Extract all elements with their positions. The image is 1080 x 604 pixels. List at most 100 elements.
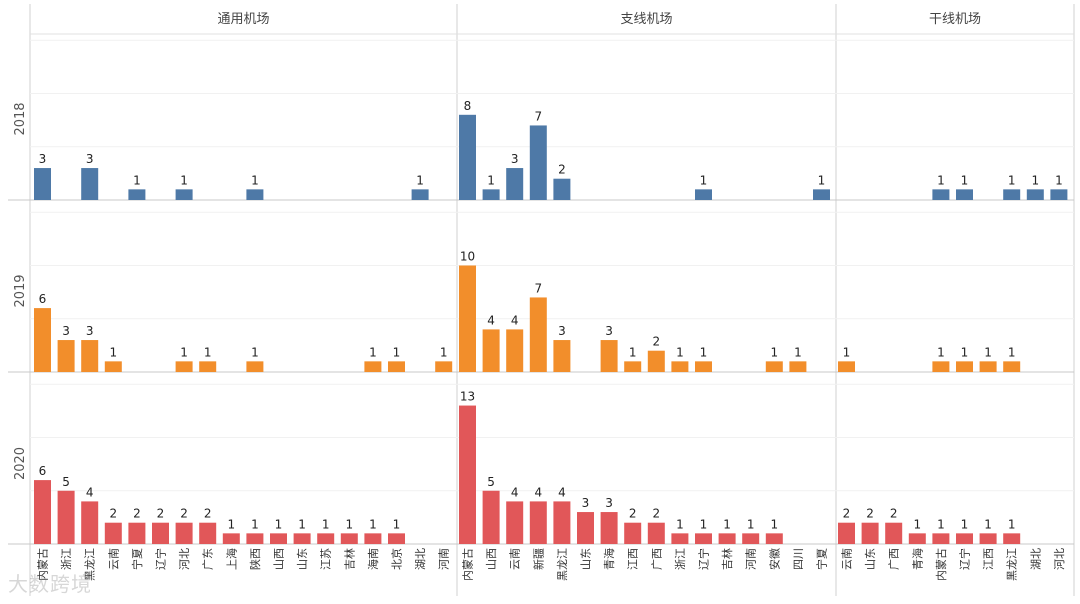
bar (932, 189, 950, 200)
category-tick-label: 陕西 (248, 548, 262, 570)
bar (956, 361, 973, 372)
bar (789, 361, 807, 372)
value-label: 3 (582, 496, 590, 510)
bar (81, 340, 99, 372)
bar (175, 522, 193, 544)
bar (529, 125, 547, 200)
value-label: 2 (109, 507, 117, 521)
bar (128, 189, 146, 200)
value-label: 1 (275, 517, 283, 531)
value-label: 1 (676, 517, 684, 531)
category-tick-label: 湖北 (414, 548, 427, 570)
category-tick-label: 云南 (107, 548, 120, 570)
category-tick-label: 山东 (580, 548, 593, 570)
bar (695, 189, 712, 200)
value-label: 1 (251, 173, 259, 187)
bar (956, 189, 973, 200)
value-label: 1 (961, 517, 969, 531)
column-header-0: 通用机场 (217, 12, 269, 27)
value-label: 2 (180, 507, 188, 521)
value-label: 1 (984, 517, 992, 531)
bar (506, 168, 524, 200)
bar (364, 361, 382, 372)
bar (932, 533, 950, 544)
bar (128, 522, 146, 544)
bar (152, 522, 169, 544)
category-tick-label: 浙江 (674, 548, 687, 570)
bar (932, 361, 950, 372)
value-label: 1 (747, 517, 755, 531)
bar (81, 501, 99, 544)
category-tick-label: 吉林 (342, 548, 356, 570)
value-label: 1 (180, 345, 188, 359)
value-label: 1 (133, 173, 141, 187)
category-tick-label: 宁夏 (815, 548, 829, 570)
bar (718, 533, 736, 544)
category-tick-label: 广西 (650, 548, 663, 570)
value-label: 6 (39, 464, 47, 478)
value-label: 1 (180, 173, 188, 187)
value-label: 1 (700, 517, 708, 531)
bar (34, 308, 51, 372)
bar (577, 512, 594, 544)
category-tick-label: 宁夏 (130, 548, 144, 570)
value-label: 1 (818, 173, 826, 187)
value-label: 1 (345, 517, 353, 531)
bar (624, 361, 642, 372)
bar (364, 533, 382, 544)
category-tick-label: 浙江 (60, 548, 73, 570)
bar (34, 168, 51, 200)
bar (246, 361, 264, 372)
bar (270, 533, 287, 544)
value-label: 2 (843, 507, 851, 521)
bar (388, 533, 405, 544)
bar (765, 533, 783, 544)
bar (411, 189, 429, 200)
bar (553, 501, 571, 544)
value-label: 1 (770, 517, 778, 531)
category-tick-label: 江西 (982, 548, 995, 570)
bar (838, 361, 855, 372)
category-tick-label: 上海 (224, 548, 238, 570)
column-header-1: 支线机场 (620, 12, 672, 27)
category-tick-label: 河北 (178, 548, 191, 570)
value-label: 1 (322, 517, 330, 531)
category-tick-label: 海南 (366, 548, 380, 570)
value-label: 5 (487, 475, 495, 489)
category-tick-label: 内蒙古 (461, 548, 475, 581)
value-label: 1 (369, 345, 377, 359)
bar (695, 533, 712, 544)
bar (979, 361, 997, 372)
value-label: 1 (913, 517, 921, 531)
bar (553, 340, 571, 372)
value-label: 2 (133, 507, 141, 521)
value-label: 4 (487, 313, 495, 327)
bar (647, 522, 665, 544)
bar (199, 522, 217, 544)
value-label: 1 (1008, 517, 1016, 531)
bar (838, 522, 855, 544)
category-tick-label: 内蒙古 (934, 548, 948, 581)
bar (317, 533, 335, 544)
value-label: 5 (62, 475, 70, 489)
year-label-2018: 2018 (13, 102, 28, 135)
value-label: 1 (416, 173, 424, 187)
value-label: 1 (298, 517, 306, 531)
value-label: 6 (39, 292, 47, 306)
category-tick-label: 青海 (910, 548, 924, 570)
bar (1026, 189, 1044, 200)
category-tick-label: 江苏 (320, 548, 333, 570)
value-label: 1 (961, 173, 969, 187)
bar (624, 522, 642, 544)
value-label: 1 (393, 517, 401, 531)
value-label: 1 (369, 517, 377, 531)
category-tick-label: 辽宁 (154, 548, 168, 570)
value-label: 3 (511, 152, 519, 166)
category-tick-label: 广东 (202, 548, 215, 570)
value-label: 4 (558, 485, 566, 499)
category-tick-label: 山西 (273, 548, 286, 570)
value-label: 2 (558, 163, 566, 177)
value-label: 3 (86, 324, 94, 338)
bar (81, 168, 99, 200)
bar (459, 114, 476, 200)
